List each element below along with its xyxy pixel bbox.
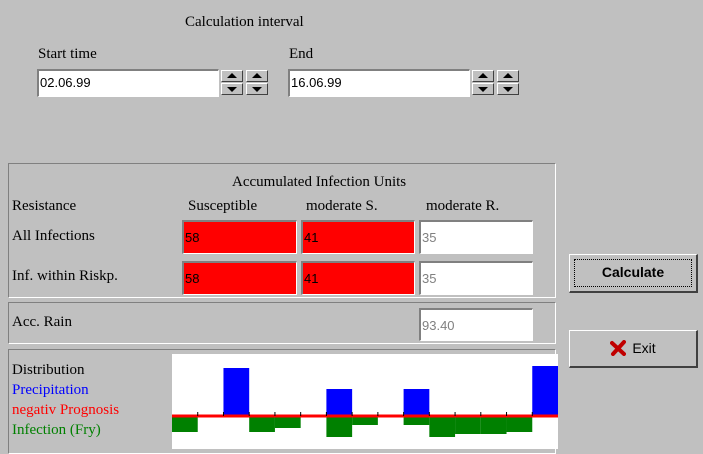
column-header: moderate R. <box>426 198 500 214</box>
row-header: Resistance <box>12 198 77 214</box>
value-cell: 41 <box>301 261 415 295</box>
value-cell: 58 <box>182 261 297 295</box>
start-input[interactable]: 02.06.99 <box>37 69 219 97</box>
row-label: Inf. within Riskp. <box>12 268 118 284</box>
end-label: End <box>289 46 314 62</box>
distribution-chart <box>172 354 558 449</box>
distribution-title: Distribution <box>12 362 85 378</box>
value-cell: 41 <box>301 220 415 254</box>
end-spin-month[interactable] <box>497 70 519 96</box>
rain-label: Acc. Rain <box>12 314 72 330</box>
infection-bar <box>455 416 481 434</box>
column-header: moderate S. <box>306 198 378 214</box>
value-cell: 58 <box>182 220 297 254</box>
infection-title: Accumulated Infection Units <box>232 174 407 190</box>
infection-bar <box>172 416 198 432</box>
column-header: Susceptible <box>188 198 258 214</box>
calculate-label: Calculate <box>601 264 665 280</box>
rain-value: 93.40 <box>419 308 533 341</box>
infection-panel <box>8 163 556 298</box>
rain-panel <box>8 302 556 344</box>
start-spin-day[interactable] <box>221 70 243 96</box>
infection-bar <box>480 416 507 434</box>
precipitation-bar <box>403 389 430 416</box>
exit-icon <box>610 340 627 356</box>
infection-bar <box>506 416 533 432</box>
legend-entry: negativ Prognosis <box>12 402 120 418</box>
start-label: Start time <box>38 46 97 62</box>
legend-entry: Infection (Fry) <box>12 422 101 438</box>
exit-label: Exit <box>632 340 656 356</box>
precipitation-bar <box>326 389 353 416</box>
infection-bar <box>274 416 301 428</box>
infection-bar <box>429 416 456 437</box>
start-spin-month[interactable] <box>246 70 268 96</box>
precipitation-bar <box>223 368 250 416</box>
infection-bar <box>403 416 430 425</box>
infection-bar <box>352 416 378 425</box>
calculate-button[interactable]: Calculate <box>569 254 698 293</box>
precipitation-bar <box>532 366 558 416</box>
end-input[interactable]: 16.06.99 <box>288 69 470 97</box>
value-cell: 35 <box>419 220 533 254</box>
row-label: All Infections <box>12 228 95 244</box>
infection-bar <box>326 416 353 437</box>
legend-entry: Precipitation <box>12 382 89 398</box>
infection-bar <box>249 416 275 432</box>
exit-button[interactable]: Exit <box>569 330 698 368</box>
value-cell: 35 <box>419 261 533 295</box>
end-spin-day[interactable] <box>472 70 494 96</box>
focus-rect <box>574 259 692 287</box>
interval-title: Calculation interval <box>185 14 304 30</box>
